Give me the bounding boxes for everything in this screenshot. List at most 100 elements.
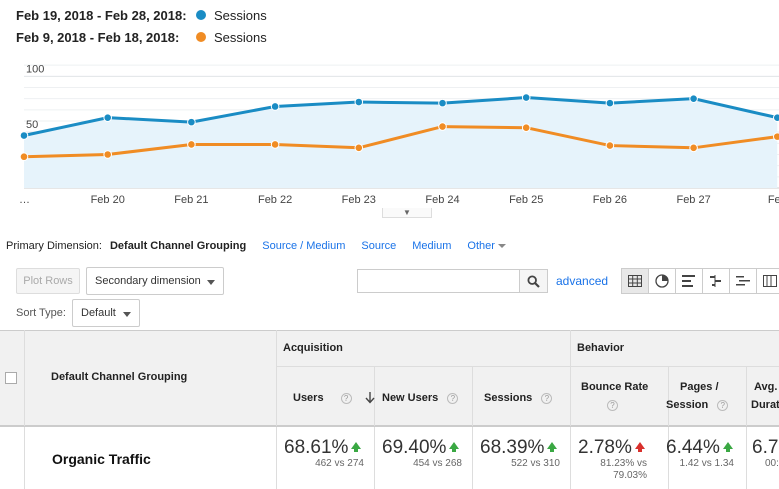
dimension-link-medium[interactable]: Medium — [412, 240, 452, 252]
series-area — [24, 97, 778, 188]
help-icon[interactable]: ? — [447, 392, 459, 404]
users-column-header[interactable]: Users ? — [293, 392, 375, 404]
bounce-rate-column-header[interactable]: Bounce Rate — [581, 381, 649, 393]
chart-expand-handle[interactable]: ▼ — [382, 208, 432, 218]
pages-session-column-header[interactable]: Session ? — [666, 399, 729, 411]
sessions-change-value: 68.39% — [480, 437, 545, 458]
row-channel-name[interactable]: Organic Traffic — [52, 451, 151, 467]
other-label: Other — [467, 240, 495, 252]
search-icon — [527, 274, 540, 288]
data-point — [605, 141, 615, 150]
legend-current: Feb 19, 2018 - Feb 28, 2018: Sessions — [16, 7, 267, 23]
comparison-view-button[interactable] — [702, 268, 730, 294]
table-search-input[interactable] — [357, 269, 520, 293]
dimension-column-header[interactable]: Default Channel Grouping — [51, 371, 188, 383]
sessions-change: 68.39% — [480, 437, 558, 459]
primary-dimension-label: Primary Dimension: — [6, 240, 102, 252]
sessions-column-header[interactable]: Sessions ? — [484, 392, 553, 404]
bar-list-icon — [682, 275, 695, 287]
series-line — [23, 96, 778, 137]
help-icon[interactable]: ? — [340, 392, 352, 404]
pages-session-header-line2: Session — [666, 399, 709, 411]
new-users-header-label: New Users — [382, 392, 439, 404]
arrow-up-red-icon — [634, 442, 645, 453]
new-users-change: 69.40% — [382, 437, 460, 459]
secondary-dimension-label: Secondary dimension — [95, 275, 201, 287]
bounce-rate-compare-2: 79.03% — [613, 470, 647, 481]
x-tick-label: Feb 22 — [258, 194, 292, 206]
dimension-link-other[interactable]: Other — [467, 240, 506, 252]
x-tick-label: Feb 20 — [91, 194, 125, 206]
sort-type-label: Sort Type: — [16, 307, 66, 319]
table-header — [0, 330, 779, 426]
chevron-down-icon — [497, 244, 506, 249]
term-cloud-view-button[interactable] — [729, 268, 757, 294]
bounce-rate-change-value: 2.78% — [578, 437, 632, 458]
data-point — [773, 113, 779, 122]
grid-icon — [628, 275, 642, 287]
legend-range: Feb 9, 2018 - Feb 18, 2018: — [16, 29, 180, 45]
sort-arrow-down-icon — [365, 392, 375, 404]
avg-duration-header-line1[interactable]: Avg. — [754, 381, 778, 393]
select-all-checkbox[interactable] — [5, 372, 17, 384]
x-tick-label: Feb 25 — [509, 194, 543, 206]
data-point — [103, 113, 112, 122]
pages-session-compare: 1.42 vs 1.34 — [679, 458, 734, 469]
x-tick-label: … — [19, 194, 30, 206]
legend-metric: Sessions — [214, 7, 267, 23]
y-tick-label: 50 — [26, 119, 38, 131]
primary-dimension-bar: Primary Dimension: Default Channel Group… — [6, 240, 506, 252]
dimension-link-source-medium[interactable]: Source / Medium — [262, 240, 346, 252]
avg-duration-header-line2[interactable]: Durat — [751, 399, 779, 411]
search-button[interactable] — [519, 269, 548, 293]
data-point — [354, 143, 364, 153]
sort-type-dropdown[interactable]: Default — [72, 299, 140, 327]
sessions-header-label: Sessions — [484, 392, 533, 404]
data-point — [773, 132, 779, 141]
behavior-group-header: Behavior — [577, 342, 625, 354]
data-point — [187, 140, 196, 149]
help-icon[interactable]: ? — [607, 400, 618, 411]
pages-session-change: 6.44% — [666, 437, 733, 459]
x-tick-label: Feb 27 — [676, 194, 710, 206]
pages-session-header-line1[interactable]: Pages / — [680, 381, 719, 393]
arrow-up-icon — [351, 442, 362, 453]
data-point — [689, 94, 698, 103]
data-point — [689, 143, 698, 153]
data-point — [19, 152, 29, 162]
data-point — [19, 131, 29, 140]
view-switcher — [621, 268, 779, 294]
series-line — [23, 125, 778, 159]
avg-duration-compare: 00: — [765, 458, 779, 469]
new-users-change-value: 69.40% — [382, 437, 447, 458]
advanced-filter-link[interactable]: advanced — [556, 274, 609, 288]
help-icon[interactable]: ? — [717, 399, 729, 411]
new-users-column-header[interactable]: New Users ? — [382, 392, 459, 404]
performance-view-button[interactable] — [675, 268, 703, 294]
dimension-link-source[interactable]: Source — [361, 240, 397, 252]
secondary-dimension-dropdown[interactable]: Secondary dimension — [86, 267, 224, 295]
primary-dimension-active[interactable]: Default Channel Grouping — [109, 240, 247, 252]
percentage-view-button[interactable] — [648, 268, 676, 294]
pivot-view-button[interactable] — [756, 268, 779, 294]
x-tick-label: Feb 24 — [425, 194, 459, 206]
bounce-rate-change: 2.78% — [578, 437, 645, 459]
arrow-up-icon — [449, 442, 460, 453]
arrow-up-icon — [722, 442, 733, 453]
legend-metric: Sessions — [214, 29, 267, 45]
term-cloud-icon — [736, 276, 750, 286]
help-icon[interactable]: ? — [541, 392, 553, 404]
data-point — [354, 97, 364, 107]
plot-rows-button[interactable]: Plot Rows — [16, 268, 80, 294]
legend-dot-icon — [196, 10, 206, 20]
arrow-up-icon — [547, 442, 558, 453]
x-tick-label: Feb 26 — [593, 194, 627, 206]
data-point — [187, 117, 196, 127]
legend-range: Feb 19, 2018 - Feb 28, 2018: — [16, 7, 187, 23]
sessions-compare: 522 vs 310 — [511, 458, 560, 469]
pie-chart-icon — [655, 274, 669, 288]
users-compare: 462 vs 274 — [315, 458, 364, 469]
data-table-view-button[interactable] — [621, 268, 649, 294]
data-point — [270, 140, 280, 149]
